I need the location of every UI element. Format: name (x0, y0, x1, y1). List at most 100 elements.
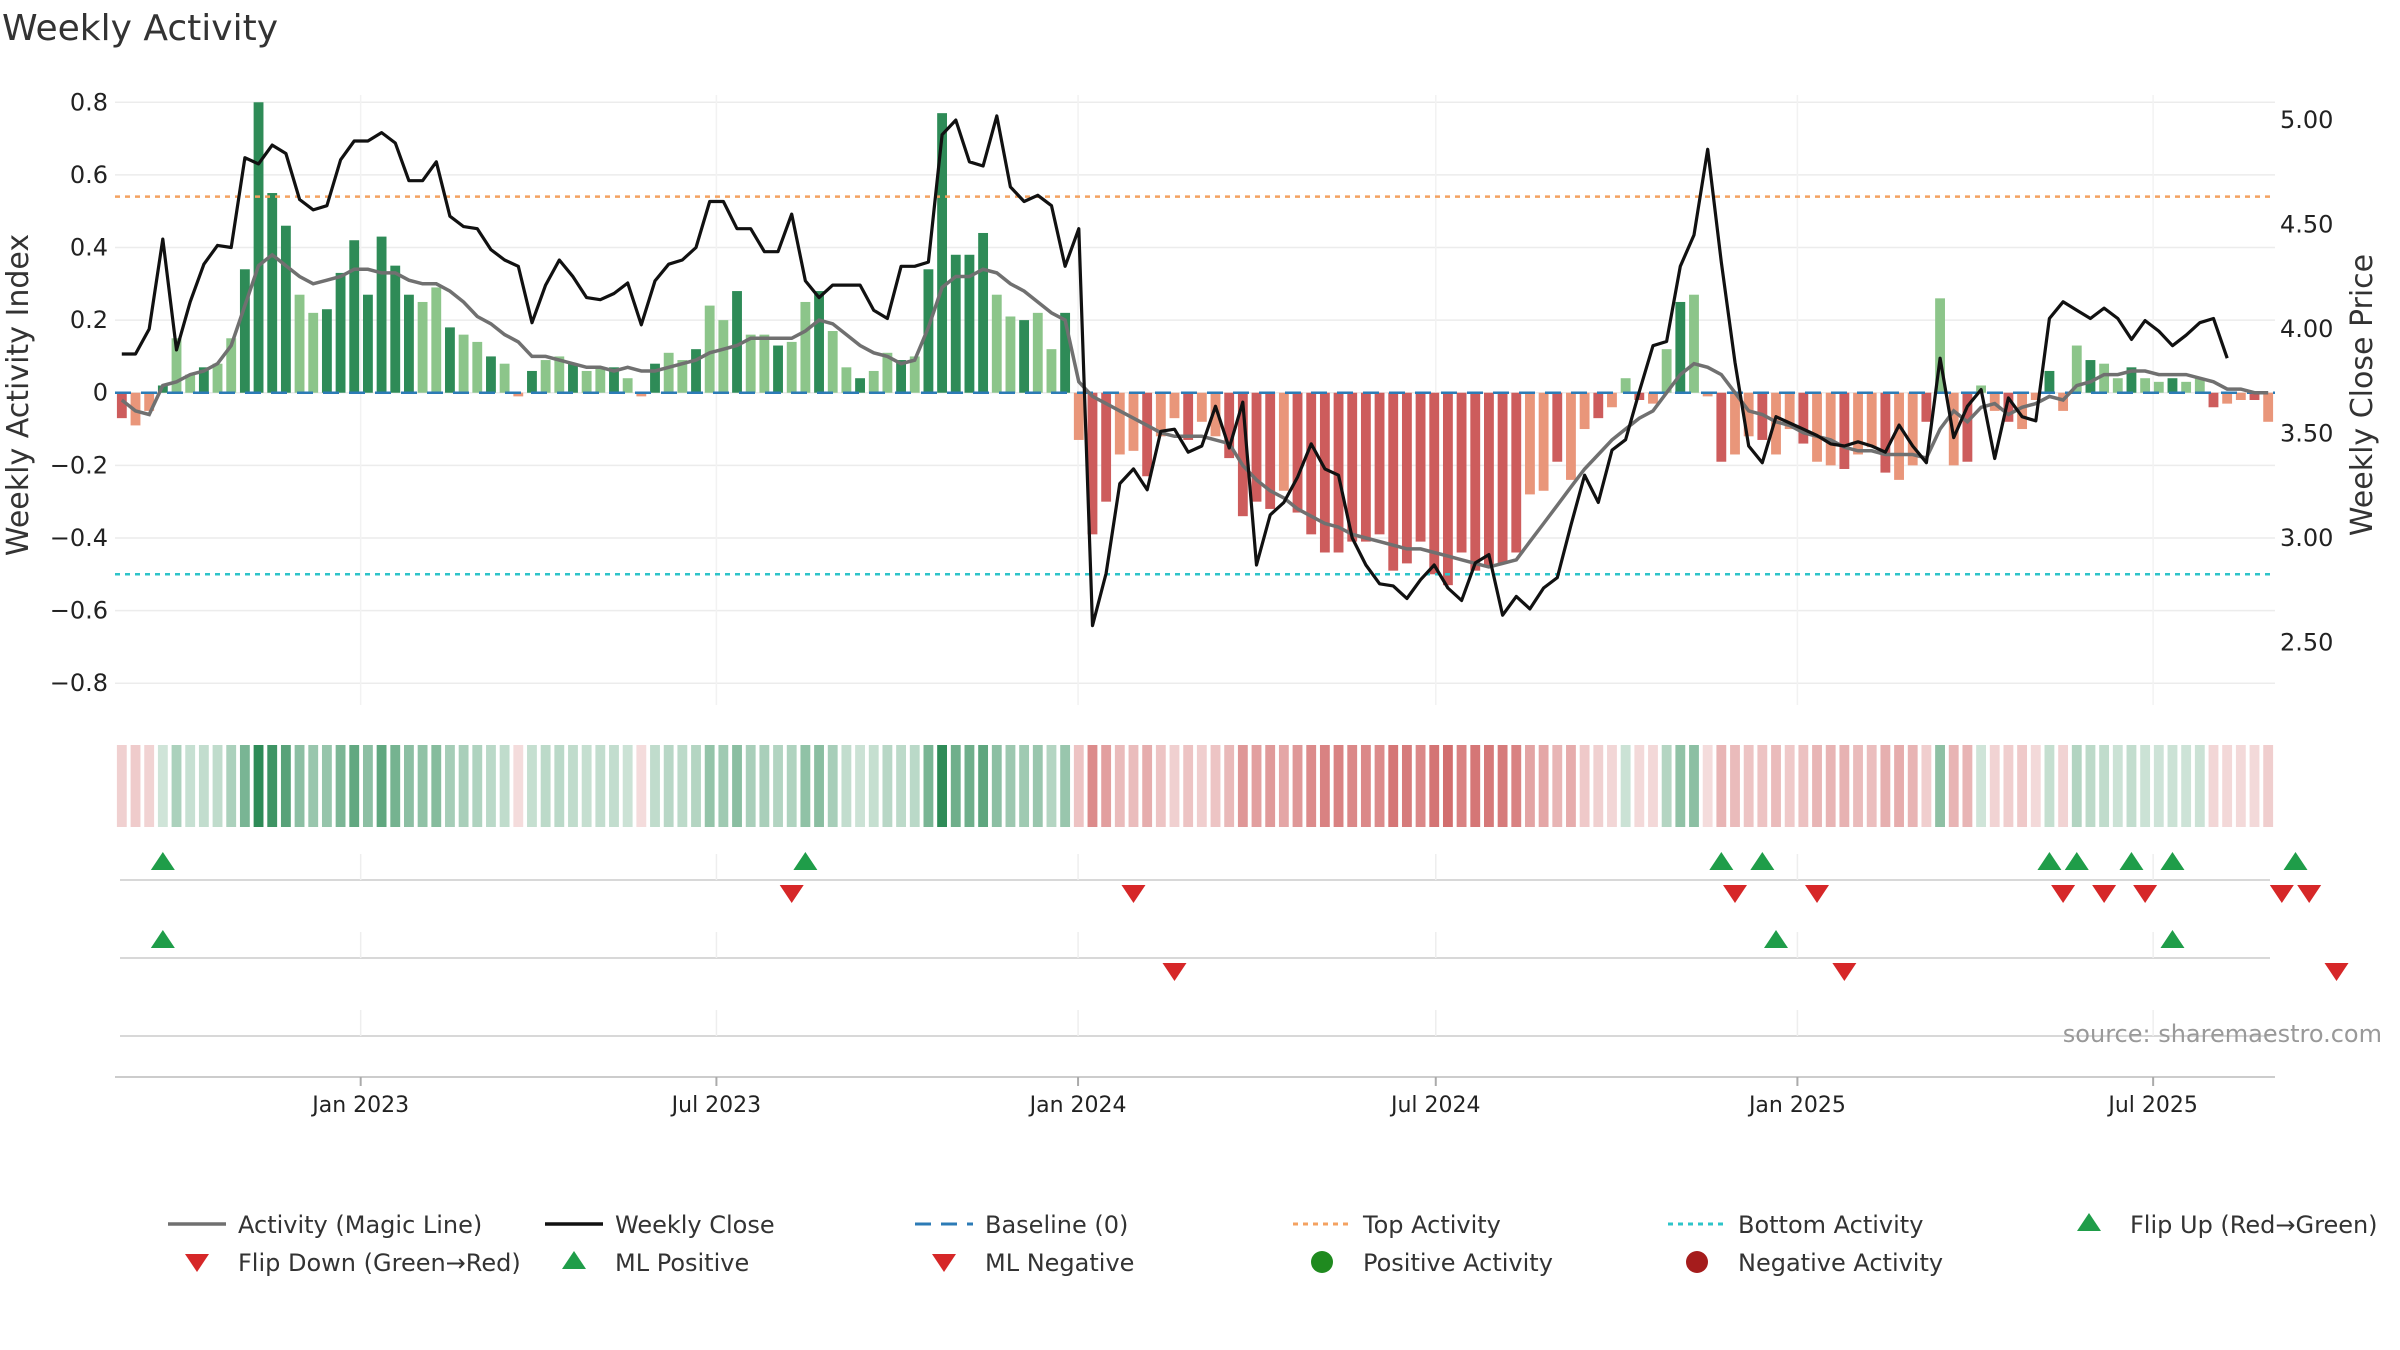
activity-bar (1292, 392, 1303, 513)
heat-strip-cell (636, 745, 647, 827)
ml-positive-marker (2160, 930, 2185, 948)
activity-bar (704, 305, 715, 393)
activity-bar (499, 363, 510, 393)
activity-bar (171, 338, 182, 393)
heat-strip-cell (2140, 745, 2151, 827)
heat-strip-cell (581, 745, 592, 827)
flip-down-marker (1805, 885, 1830, 903)
flip-down-marker (1121, 885, 1146, 903)
chart-title: Weekly Activity (2, 8, 278, 49)
heat-strip-cell (1032, 745, 1043, 827)
heat-strip-cell (1046, 745, 1057, 827)
activity-bar (280, 225, 291, 393)
activity-bar (800, 301, 811, 393)
y-tick-left: −0.8 (50, 669, 108, 697)
heat-strip-cell (1634, 745, 1645, 827)
heat-strip-cell (1073, 745, 1084, 827)
heat-strip-cell (718, 745, 729, 827)
activity-bar (732, 291, 742, 393)
activity-bar (896, 360, 906, 393)
y-tick-left: −0.2 (50, 451, 108, 479)
heat-strip-cell (1730, 745, 1740, 827)
activity-bar (486, 356, 496, 393)
activity-bar (1415, 392, 1426, 542)
activity-bar (376, 236, 387, 393)
heat-strip-cell (1771, 745, 1781, 827)
weekly-close-series (121, 114, 2229, 628)
heat-strip-cell (2153, 745, 2164, 827)
activity-bar (622, 378, 633, 393)
activity-bar (1880, 392, 1891, 473)
heat-strip-cell (445, 745, 455, 827)
activity-bar (1702, 392, 1713, 397)
heat-strip-cell (568, 745, 578, 827)
heat-strip-cell (2167, 745, 2178, 827)
heat-strip-cell (1511, 745, 1522, 827)
legend-label: Negative Activity (1738, 1249, 1943, 1277)
activity-bar (2249, 392, 2260, 400)
heat-strip-cell (1552, 745, 1563, 827)
flip-up-marker (2037, 852, 2062, 870)
activity-bar (1169, 392, 1180, 419)
heat-strip-cell (212, 745, 223, 827)
activity-bar (1032, 312, 1043, 393)
legend-label: ML Negative (985, 1249, 1134, 1277)
activity-bar (1429, 392, 1440, 575)
heat-strip-cell (1566, 745, 1576, 827)
legend-label: Positive Activity (1363, 1249, 1553, 1277)
chart-lines (115, 114, 2275, 628)
heat-strip-cell (650, 745, 660, 827)
y-tick-left: 0.2 (70, 306, 108, 334)
activity-bar (636, 392, 647, 397)
ml-negative-marker (1162, 963, 1187, 981)
activity-bar (909, 356, 920, 393)
heat-strip-cell (1142, 745, 1153, 827)
heat-strip-cell (677, 745, 688, 827)
y-tick-right: 5.00 (2280, 106, 2333, 134)
heat-strip-cell (198, 745, 209, 827)
heat-strip-cell (349, 745, 360, 827)
activity-bar (964, 254, 975, 393)
activity-bar (1128, 392, 1139, 451)
heat-strip-cell (800, 745, 811, 827)
activity-bar (2126, 367, 2137, 393)
heat-strip-cell (663, 745, 674, 827)
activity-bar (445, 327, 455, 393)
heat-strip-cell (1224, 745, 1235, 827)
y-tick-left: 0.8 (70, 88, 108, 116)
activity-bar (1730, 392, 1740, 455)
activity-bar (1374, 392, 1385, 535)
heat-strip-cell (2112, 745, 2123, 827)
legend-label: Flip Up (Red→Green) (2130, 1211, 2378, 1239)
activity-bar (1046, 349, 1057, 393)
activity-bar (308, 312, 319, 393)
heat-strip-cell (991, 745, 1002, 827)
heat-strip-cell (1470, 745, 1481, 827)
activity-bar (1183, 392, 1194, 440)
heat-strip-cell (950, 745, 961, 827)
heat-strip-cell (1265, 745, 1276, 827)
heat-strip-cell (595, 745, 606, 827)
activity-bar (1620, 378, 1631, 393)
activity-bar (581, 370, 592, 393)
heat-strip-cell (1825, 745, 1836, 827)
heat-strip-cell (226, 745, 237, 827)
ml-negative-marker (1832, 963, 1857, 981)
heat-strip-cell (855, 745, 865, 827)
activity-bar (868, 370, 879, 393)
activity-bar (1210, 392, 1221, 437)
heat-strip-cell (1415, 745, 1426, 827)
activity-bar (773, 345, 783, 393)
legend-item: Top Activity (1293, 1211, 1501, 1239)
ml-positive-marker (150, 930, 175, 948)
heat-strip-cell (486, 745, 496, 827)
activity-bar (226, 338, 237, 393)
flip-up-marker (2064, 852, 2089, 870)
heat-strip-cell (267, 745, 278, 827)
heat-strip-cell (1292, 745, 1303, 827)
legend-item: Flip Up (Red→Green) (2077, 1211, 2378, 1239)
y-tick-right: 2.50 (2280, 628, 2333, 656)
heat-strip-cell (1593, 745, 1604, 827)
heat-strip-cell (1278, 745, 1289, 827)
legend-item: ML Negative (932, 1249, 1134, 1277)
